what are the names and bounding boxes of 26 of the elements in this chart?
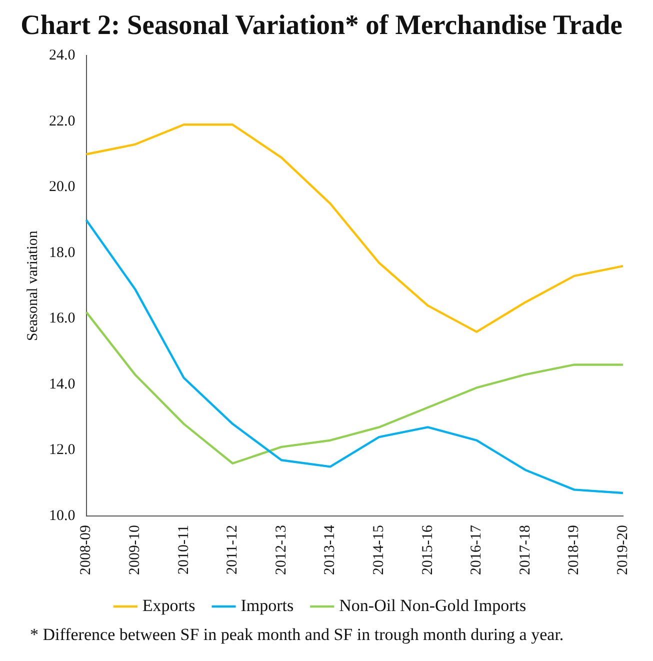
x-tick-label: 2011-12: [224, 525, 241, 574]
x-tick-label: 2017-18: [517, 525, 534, 576]
chart-title: Chart 2: Seasonal Variation* of Merchandise Trade: [20, 8, 622, 40]
x-tick-label: 2018-19: [566, 525, 582, 576]
legend-label: Non-Oil Non-Gold Imports: [339, 596, 526, 615]
x-tick-label: 2016-17: [468, 524, 485, 576]
y-tick-label: 16.0: [49, 310, 76, 327]
y-tick-label: 18.0: [49, 244, 76, 261]
y-tick-label: 12.0: [49, 442, 76, 458]
legend-label: Imports: [240, 596, 294, 615]
y-tick-label: 22.0: [49, 113, 76, 130]
y-tick-label: 10.0: [49, 508, 76, 524]
y-tick-label: 20.0: [49, 179, 76, 196]
text: * Difference between SF in peak month and SF in trough month during a year.: [29, 625, 565, 645]
x-tick-label: 2012-13: [273, 525, 290, 576]
x-tick-label: 2009-10: [126, 525, 143, 576]
x-tick-label: 2008-09: [78, 525, 94, 576]
x-tick-label: 2010-11: [176, 525, 192, 574]
y-axis-title: Seasonal variation: [24, 230, 41, 341]
x-tick-label: 2015-16: [420, 524, 436, 576]
x-tick-label: 2013-14: [322, 524, 338, 576]
x-tick-label: 2019-20: [614, 525, 631, 576]
y-tick-label: 14.0: [49, 376, 76, 392]
y-tick-label: 24.0: [49, 48, 76, 64]
legend-label: Exports: [142, 596, 196, 615]
x-tick-label: 2014-15: [370, 525, 387, 576]
